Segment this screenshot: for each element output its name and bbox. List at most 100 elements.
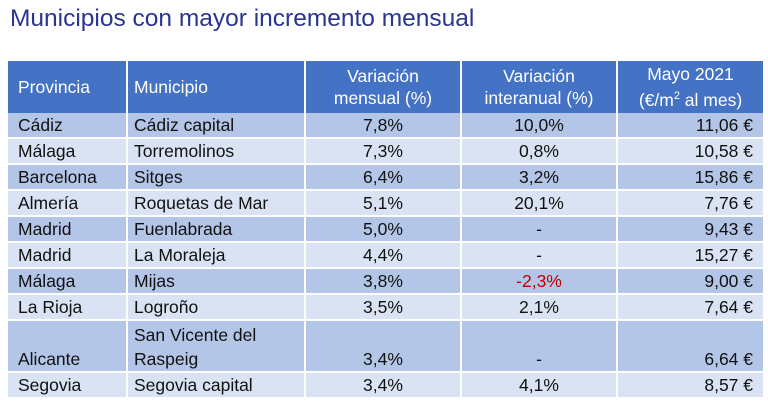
cell-municipio-text: La Moraleja	[134, 245, 226, 265]
header-variacion-mensual-line2: mensual (%)	[333, 88, 433, 108]
cell-variacion-mensual-text: 7,3%	[363, 141, 403, 161]
cell-provincia: La Rioja	[8, 294, 128, 321]
cell-provincia-text: Málaga	[18, 141, 76, 161]
cell-variacion-mensual-text: 4,4%	[363, 245, 403, 265]
cell-provincia-text: Madrid	[18, 219, 72, 239]
cell-municipio: Fuenlabrada	[127, 216, 306, 243]
cell-municipio: Cádiz capital	[127, 113, 306, 139]
cell-variacion-interanual-text: -	[536, 245, 542, 265]
cell-provincia-text: Cádiz	[18, 115, 63, 135]
cell-precio: 9,43 €	[617, 216, 763, 243]
header-variacion-interanual-line1: Variación	[503, 66, 575, 86]
cell-variacion-interanual-text: 2,1%	[519, 297, 559, 317]
cell-variacion-mensual: 5,0%	[305, 216, 462, 243]
cell-provincia-text: Segovia	[18, 375, 82, 395]
table-row: Málaga Mijas 3,8% -2,3% 9,00 €	[8, 268, 763, 295]
page-title: Municipios con mayor incremento mensual	[10, 5, 475, 32]
cell-variacion-interanual: 0,8%	[461, 138, 618, 165]
cell-provincia-text: Alicante	[18, 349, 81, 369]
cell-variacion-mensual-text: 7,8%	[363, 115, 403, 135]
header-provincia: Provincia	[8, 61, 128, 113]
cell-municipio-text: Mijas	[134, 271, 175, 291]
table-row: La Rioja Logroño 3,5% 2,1% 7,64 €	[8, 294, 763, 321]
header-precio-line1: Mayo 2021	[647, 64, 734, 85]
cell-provincia: Málaga	[8, 138, 128, 165]
header-precio-mayo: Mayo 2021 (€/m2 al mes)	[617, 61, 763, 113]
cell-variacion-mensual: 6,4%	[305, 164, 462, 191]
table-row: Almería Roquetas de Mar 5,1% 20,1% 7,76 €	[8, 190, 763, 217]
cell-municipio: Logroño	[127, 294, 306, 321]
cell-variacion-interanual: -	[461, 242, 618, 269]
cell-municipio-text: Cádiz capital	[134, 115, 235, 135]
cell-variacion-mensual: 3,5%	[305, 294, 462, 321]
cell-precio-text: 10,58 €	[694, 141, 753, 161]
header-municipio: Municipio	[127, 61, 306, 113]
cell-provincia: Barcelona	[8, 164, 128, 191]
cell-variacion-interanual: 20,1%	[461, 190, 618, 217]
cell-variacion-interanual-text: 3,2%	[519, 167, 559, 187]
cell-municipio-text: Segovia capital	[134, 375, 253, 395]
cell-variacion-interanual-text: 20,1%	[514, 193, 564, 213]
cell-variacion-mensual: 3,8%	[305, 268, 462, 295]
cell-municipio: Segovia capital	[127, 372, 306, 399]
cell-precio-text: 8,57 €	[704, 375, 753, 395]
cell-variacion-mensual: 3,4%	[305, 320, 462, 373]
cell-precio: 6,64 €	[617, 320, 763, 373]
cell-variacion-mensual-text: 6,4%	[363, 167, 403, 187]
cell-variacion-mensual-text: 3,8%	[363, 271, 403, 291]
cell-variacion-interanual: 2,1%	[461, 294, 618, 321]
cell-variacion-interanual-text: -	[536, 349, 542, 369]
cell-municipio-text: Logroño	[134, 297, 199, 317]
cell-municipio: Roquetas de Mar	[127, 190, 306, 217]
municipios-table: Provincia Municipio Variación mensual (%…	[8, 61, 763, 399]
cell-variacion-mensual-text: 3,4%	[363, 349, 403, 369]
cell-variacion-interanual: 10,0%	[461, 113, 618, 139]
cell-municipio: Sitges	[127, 164, 306, 191]
table-row: Madrid Fuenlabrada 5,0% - 9,43 €	[8, 216, 763, 243]
cell-variacion-interanual-text: 10,0%	[514, 115, 564, 135]
cell-variacion-interanual: 3,2%	[461, 164, 618, 191]
cell-precio-text: 7,76 €	[704, 193, 753, 213]
cell-precio: 9,00 €	[617, 268, 763, 295]
cell-variacion-interanual: -	[461, 320, 618, 373]
cell-municipio: San Vicente del Raspeig	[127, 320, 306, 373]
table-row: Barcelona Sitges 6,4% 3,2% 15,86 €	[8, 164, 763, 191]
cell-precio-text: 7,64 €	[704, 297, 753, 317]
cell-provincia-text: La Rioja	[18, 297, 83, 317]
cell-provincia-text: Málaga	[18, 271, 76, 291]
cell-municipio: La Moraleja	[127, 242, 306, 269]
cell-provincia: Alicante	[8, 320, 128, 373]
cell-municipio-text: Roquetas de Mar	[134, 193, 269, 213]
header-variacion-mensual-line1: Variación	[347, 66, 419, 86]
cell-provincia-text: Barcelona	[18, 167, 97, 187]
cell-precio: 7,76 €	[617, 190, 763, 217]
cell-variacion-interanual: 4,1%	[461, 372, 618, 399]
cell-precio: 8,57 €	[617, 372, 763, 399]
cell-precio: 7,64 €	[617, 294, 763, 321]
cell-variacion-interanual: -	[461, 216, 618, 243]
cell-variacion-interanual: -2,3%	[461, 268, 618, 295]
cell-precio: 15,86 €	[617, 164, 763, 191]
table-row: Cádiz Cádiz capital 7,8% 10,0% 11,06 €	[8, 113, 763, 139]
cell-variacion-interanual-text: -	[536, 219, 542, 239]
header-precio-line2: (€/m2 al mes)	[638, 89, 743, 110]
cell-provincia: Almería	[8, 190, 128, 217]
cell-provincia: Madrid	[8, 242, 128, 269]
cell-municipio: Torremolinos	[127, 138, 306, 165]
cell-variacion-interanual-text: -2,3%	[516, 271, 562, 291]
cell-variacion-mensual-text: 3,5%	[363, 297, 403, 317]
cell-provincia: Segovia	[8, 372, 128, 399]
table-header-row: Provincia Municipio Variación mensual (%…	[8, 61, 763, 113]
cell-provincia: Madrid	[8, 216, 128, 243]
table-row: Málaga Torremolinos 7,3% 0,8% 10,58 €	[8, 138, 763, 165]
cell-variacion-mensual: 3,4%	[305, 372, 462, 399]
cell-precio-text: 15,86 €	[694, 167, 753, 187]
cell-precio-text: 9,43 €	[704, 219, 753, 239]
cell-precio: 10,58 €	[617, 138, 763, 165]
cell-variacion-mensual: 4,4%	[305, 242, 462, 269]
header-variacion-mensual: Variación mensual (%)	[305, 61, 462, 113]
cell-precio: 11,06 €	[617, 113, 763, 139]
cell-variacion-mensual: 5,1%	[305, 190, 462, 217]
cell-municipio-text: San Vicente del Raspeig	[134, 325, 257, 369]
cell-precio: 15,27 €	[617, 242, 763, 269]
